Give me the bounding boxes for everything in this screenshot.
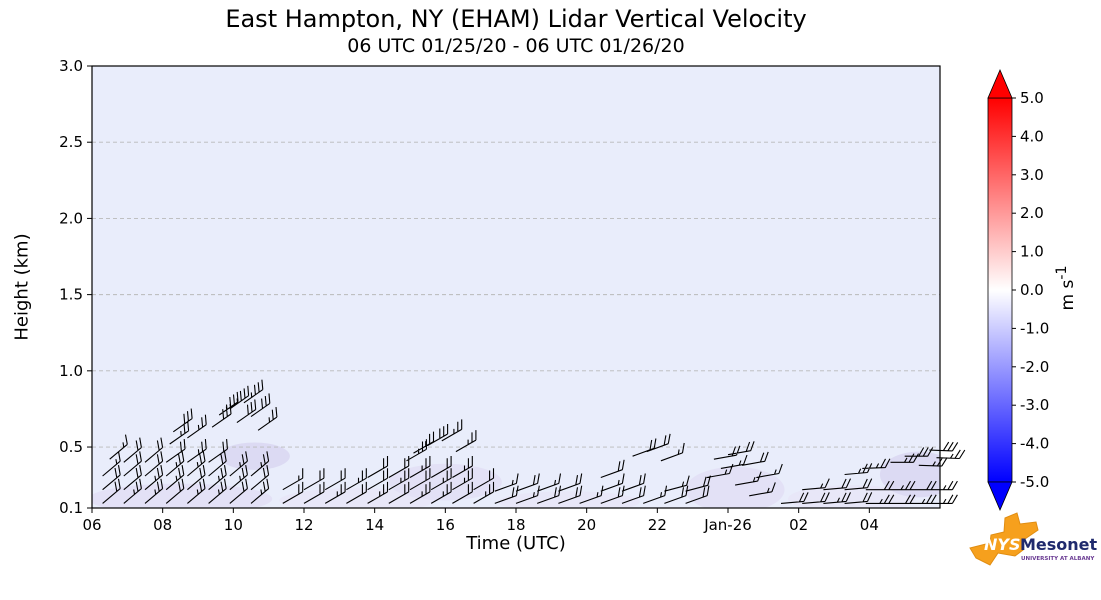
colorbar-tick-label: 2.0 <box>1020 204 1044 222</box>
colorbar-tick-label: 1.0 <box>1020 243 1044 261</box>
colorbar: 5.0 4.0 3.0 2.0 1.0 0.0 -1.0 -2.0 -3.0 -4.0 -5.0 <box>987 68 1049 512</box>
chart-subtitle: 06 UTC 01/25/20 - 06 UTC 01/26/20 <box>347 35 685 57</box>
y-tick-label: 0.5 <box>59 438 83 456</box>
colorbar-tick-label: -3.0 <box>1020 396 1049 414</box>
logo-tagline-text: UNIVERSITY AT ALBANY <box>1021 556 1095 562</box>
x-tick-label: 16 <box>436 516 455 534</box>
x-axis-label: Time (UTC) <box>466 533 566 554</box>
x-tick-label: 18 <box>506 516 525 534</box>
colorbar-tick-label: -4.0 <box>1020 435 1049 453</box>
colorbar-extend-min <box>987 481 1013 512</box>
axis-ticks: 06 08 10 12 14 16 18 20 22 Jan-26 02 04 0.1 0.5 1.0 1.5… <box>59 57 879 534</box>
x-tick-label: 12 <box>294 516 313 534</box>
x-tick-label: 06 <box>82 516 101 534</box>
ny-state-shape <box>969 512 1039 566</box>
colorbar-extend-max <box>987 68 1013 99</box>
gridlines <box>92 141 940 448</box>
x-tick-label: Jan-26 <box>703 516 752 534</box>
logo-nys-text: NYS <box>984 535 1021 554</box>
colorbar-gradient <box>987 97 1013 483</box>
wind-barbs <box>102 379 966 504</box>
colorbar-unit-exponent: -1 <box>1054 265 1071 280</box>
y-tick-label: 2.0 <box>59 209 83 227</box>
y-tick-label: 0.1 <box>59 499 83 517</box>
colorbar-tick-label: 5.0 <box>1020 89 1044 107</box>
colorbar-unit-base: m s <box>1057 279 1078 311</box>
colorbar-tick-label: 4.0 <box>1020 127 1044 145</box>
chart-title: East Hampton, NY (EHAM) Lidar Vertical V… <box>225 5 807 33</box>
colorbar-tick-label: 3.0 <box>1020 166 1044 184</box>
y-tick-label: 1.0 <box>59 362 83 380</box>
plot-background <box>92 66 940 508</box>
x-tick-label: 22 <box>648 516 667 534</box>
colorbar-tick-label: 0.0 <box>1020 281 1044 299</box>
logo-mesonet-text: Mesonet <box>1020 535 1098 554</box>
colorbar-tick-label: -1.0 <box>1020 319 1049 337</box>
x-tick-label: 10 <box>224 516 243 534</box>
nys-mesonet-logo: NYS Mesonet UNIVERSITY AT ALBANY <box>969 512 1098 566</box>
colorbar-tick-label: -2.0 <box>1020 358 1049 376</box>
x-tick-label: 04 <box>860 516 879 534</box>
colorbar-unit-label: m s-1 <box>1054 266 1078 311</box>
y-axis-label: Height (km) <box>11 233 33 341</box>
x-tick-label: 14 <box>365 516 384 534</box>
x-tick-label: 02 <box>789 516 808 534</box>
colorbar-tick-label: -5.0 <box>1020 473 1049 491</box>
x-tick-label: 20 <box>577 516 596 534</box>
y-tick-label: 1.5 <box>59 286 83 304</box>
x-tick-label: 08 <box>153 516 172 534</box>
y-tick-label: 3.0 <box>59 57 83 75</box>
y-tick-label: 2.5 <box>59 133 83 151</box>
